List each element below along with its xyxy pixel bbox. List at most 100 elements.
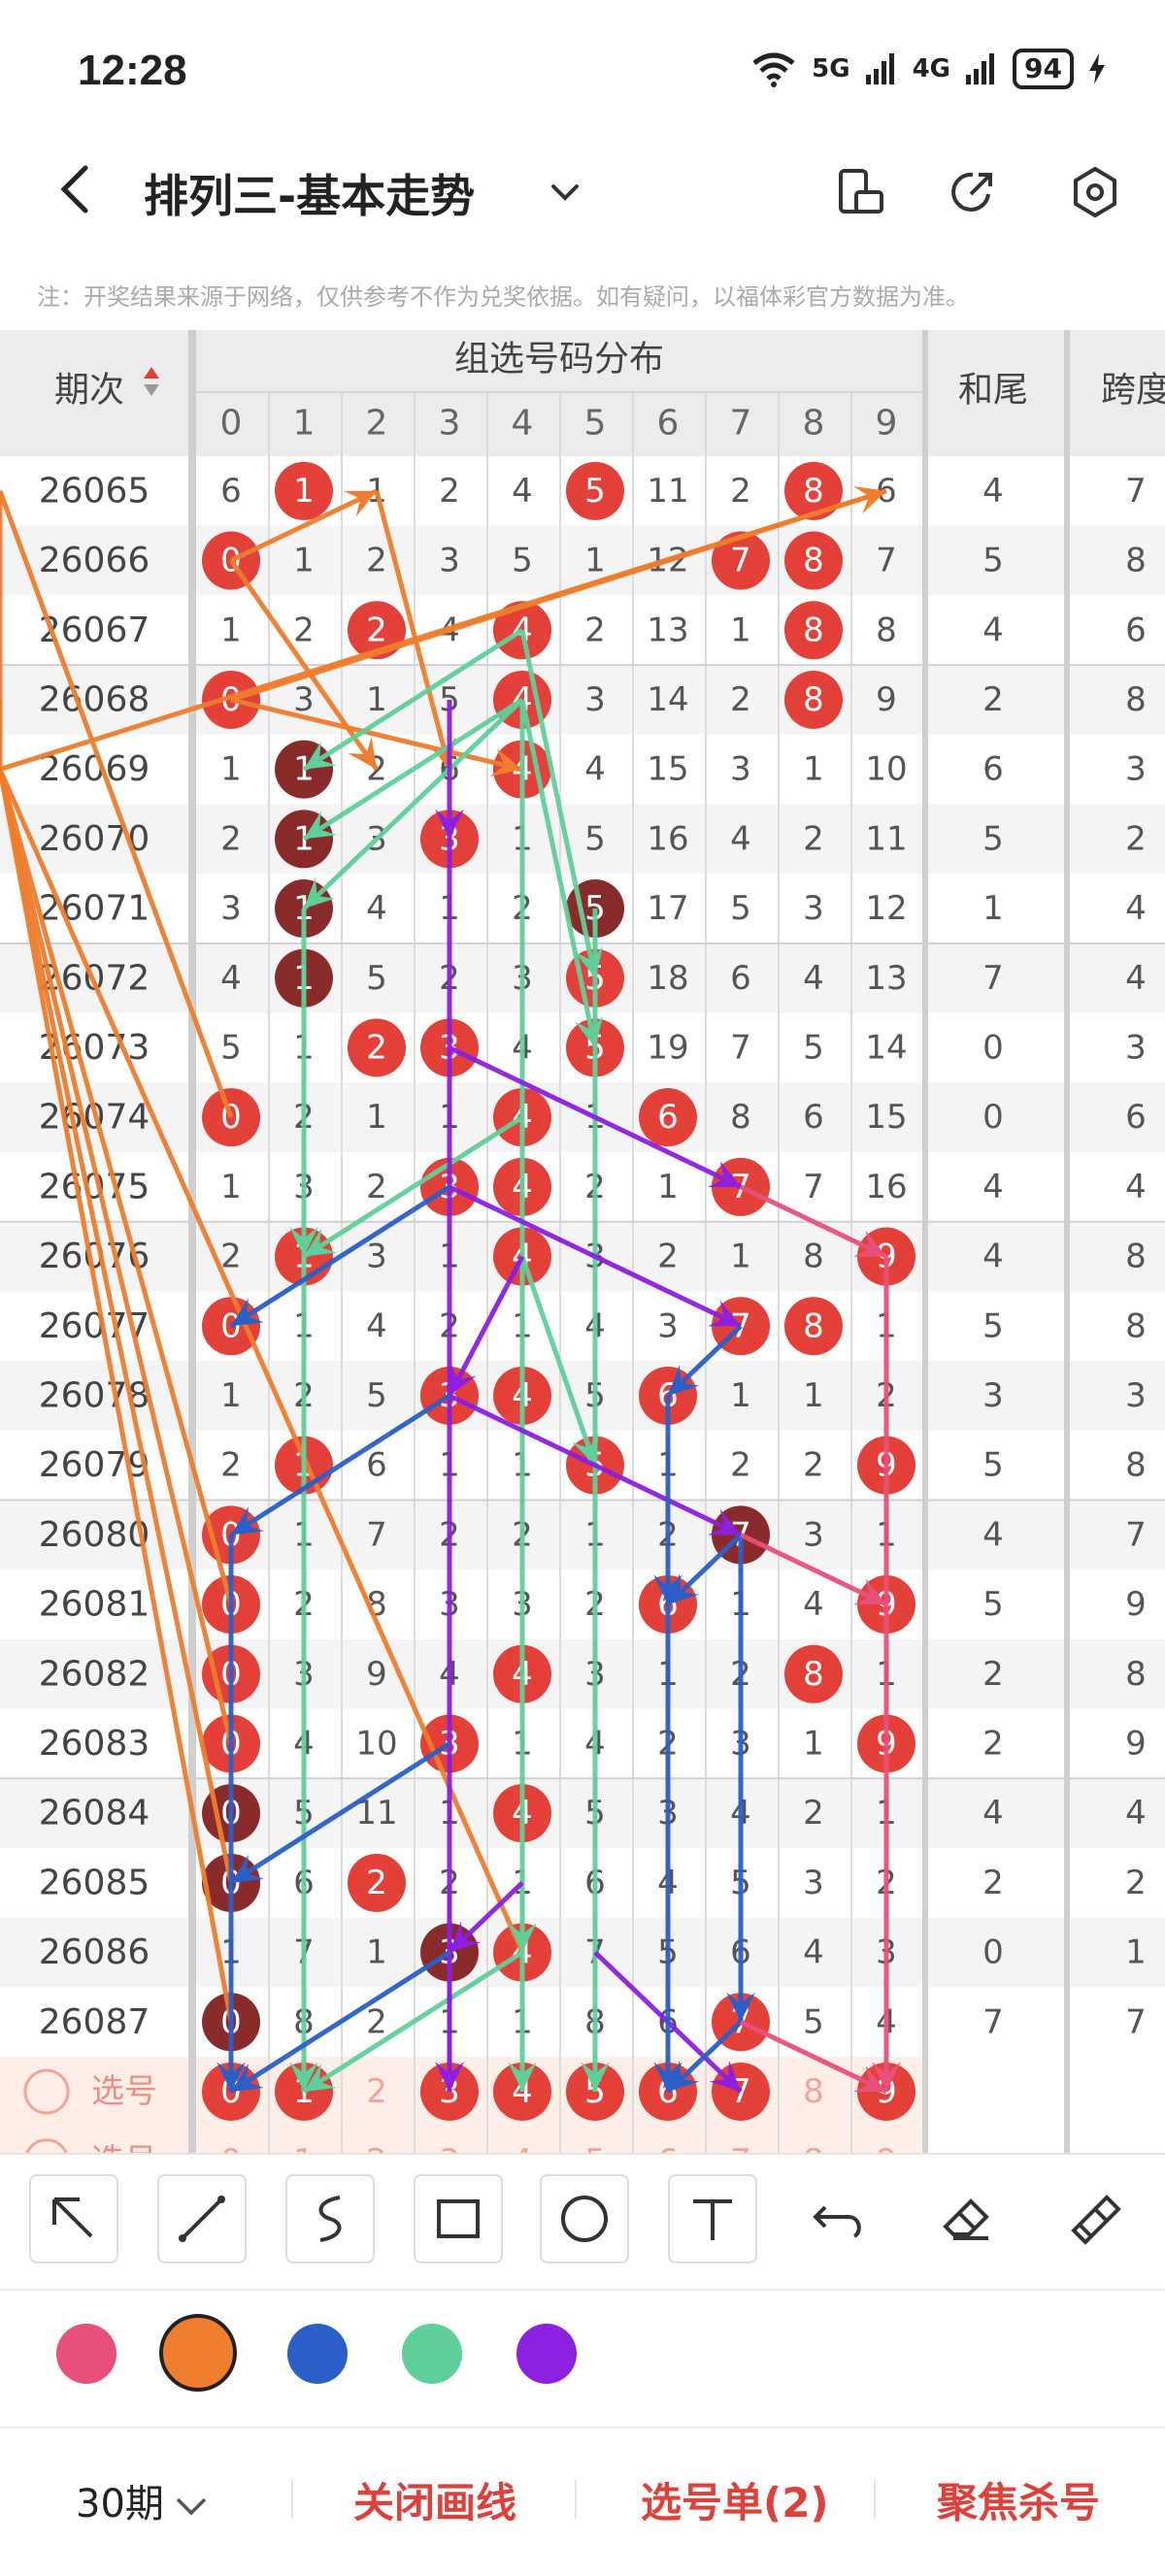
trend-arrow-line[interactable] [519, 699, 598, 1048]
color-blue-swatch[interactable] [287, 2324, 348, 2384]
sort-down-icon[interactable] [144, 384, 159, 396]
select-ball-empty[interactable]: 2 [366, 2072, 387, 2111]
trend-arrow-line[interactable] [448, 1184, 743, 1329]
select-ball-empty[interactable]: 8 [803, 2072, 824, 2111]
select-ball-empty[interactable]: 3 [439, 2142, 460, 2153]
trend-arrow-line[interactable] [229, 1393, 451, 1537]
select-ball-empty[interactable]: 8 [803, 2142, 824, 2153]
page-title[interactable]: 排列三-基本走势 [144, 170, 476, 222]
sort-up-icon[interactable] [144, 367, 159, 379]
select-ball-empty[interactable]: 2 [366, 2142, 387, 2153]
rectangle-tool-icon[interactable] [414, 2174, 503, 2263]
select-ball-empty[interactable]: 7 [730, 2142, 751, 2153]
chevron-down-icon [176, 2497, 207, 2516]
trend-arrow-head [872, 2062, 901, 2092]
trend-arrow-line[interactable] [230, 697, 523, 773]
sum-tail-cell: 7 [982, 2002, 1004, 2041]
miss-count-cell: 5 [584, 819, 606, 858]
hit-ball[interactable] [784, 601, 843, 660]
miss-count-cell: 19 [647, 1028, 688, 1067]
share-icon[interactable] [946, 165, 1000, 219]
curve-tool-icon[interactable] [285, 2174, 375, 2263]
trend-chart-grid[interactable]: 期次组选号码分布0123456789和尾跨度158078248048141315… [0, 330, 1165, 2153]
miss-count-cell: 5 [366, 959, 387, 998]
trend-arrow-line[interactable] [229, 488, 379, 563]
line-tool-icon[interactable] [157, 2174, 247, 2263]
trend-arrow-line[interactable] [519, 629, 598, 979]
hit-ball[interactable] [639, 1088, 697, 1147]
text-tool-icon[interactable] [668, 2174, 757, 2263]
select-ball-empty[interactable]: 4 [512, 2142, 533, 2153]
select-ball-empty[interactable]: 5 [584, 2142, 606, 2153]
trend-arrow-line[interactable] [302, 1950, 524, 2095]
select-ball-empty[interactable]: 6 [657, 2142, 679, 2153]
miss-count-cell: 1 [220, 1376, 242, 1415]
trend-arrow-line[interactable] [0, 769, 234, 1745]
span-cell: 7 [1125, 1515, 1147, 1554]
trend-arrow-line[interactable] [229, 1184, 451, 1329]
trend-arrow-line[interactable] [0, 769, 234, 1884]
trend-arrow-line[interactable] [739, 1184, 888, 1259]
period-column-header[interactable]: 期次 [54, 371, 124, 411]
hit-ball[interactable] [712, 531, 770, 590]
select-radio[interactable] [25, 2138, 68, 2153]
color-purple-swatch[interactable] [516, 2324, 577, 2384]
hit-ball[interactable] [784, 670, 843, 729]
hit-ball[interactable] [566, 461, 624, 520]
hit-ball[interactable] [784, 461, 843, 520]
trend-arrow-line[interactable] [519, 1255, 598, 1467]
select-ball-empty[interactable]: 1 [293, 2142, 315, 2153]
select-ball-empty[interactable]: 9 [876, 2142, 897, 2153]
trend-arrow-line[interactable] [302, 1115, 524, 1259]
device-rotate-icon[interactable] [833, 165, 887, 219]
clear-icon[interactable] [1052, 2174, 1138, 2260]
close-draw-button[interactable]: 关闭画线 [353, 2479, 517, 2526]
color-pink-swatch[interactable] [56, 2324, 116, 2384]
back-icon[interactable] [49, 160, 107, 218]
span-cell: 9 [1125, 1585, 1147, 1624]
selection-list-button[interactable]: 选号单(2) [641, 2479, 829, 2526]
select-radio[interactable] [23, 2068, 70, 2115]
hit-ball[interactable] [784, 531, 843, 590]
trend-arrow-line[interactable] [302, 698, 524, 910]
trend-arrow-line[interactable] [447, 1255, 525, 1398]
trend-arrow-line[interactable] [448, 1045, 743, 1190]
hit-ball-number: 1 [293, 750, 315, 789]
trend-arrow-line[interactable] [229, 1741, 451, 1885]
hit-ball-number: 6 [657, 1098, 679, 1137]
hit-ball-number: 7 [730, 542, 751, 580]
hit-ball[interactable] [348, 1018, 406, 1077]
trend-arrow-line[interactable] [302, 628, 524, 772]
trend-arrow-line[interactable] [302, 697, 524, 842]
hit-ball[interactable] [348, 1853, 406, 1912]
eraser-icon[interactable] [924, 2174, 1010, 2260]
circle-tool-icon[interactable] [540, 2174, 629, 2263]
undo-icon[interactable] [796, 2174, 882, 2260]
settings-icon[interactable] [1068, 165, 1122, 219]
trend-arrow-line[interactable] [0, 488, 887, 773]
select-ball-empty[interactable]: 0 [220, 2142, 242, 2153]
chevron-down-icon[interactable] [546, 173, 584, 212]
span-cell: 8 [1125, 542, 1147, 580]
hit-ball[interactable] [275, 461, 333, 520]
span-cell: 3 [1125, 1376, 1147, 1415]
color-orange-swatch[interactable] [159, 2314, 237, 2392]
trend-arrow-line[interactable] [0, 768, 234, 1605]
trend-arrow-line[interactable] [0, 769, 234, 2023]
hit-ball[interactable] [784, 1644, 843, 1703]
trend-grid-svg[interactable]: 期次组选号码分布0123456789和尾跨度158078248048141315… [0, 330, 1165, 2153]
trend-arrow-line[interactable] [739, 1533, 888, 1607]
trend-arrow-line[interactable] [739, 2019, 888, 2095]
trend-arrow-line[interactable] [0, 489, 234, 1119]
trend-arrow-line[interactable] [374, 490, 452, 771]
miss-count-cell: 5 [803, 1028, 824, 1067]
period-select[interactable]: 30期 [76, 2472, 211, 2528]
focus-kill-button[interactable]: 聚焦杀号 [937, 2479, 1101, 2526]
trend-arrow-line[interactable] [228, 559, 380, 772]
color-green-swatch[interactable] [402, 2324, 462, 2384]
trend-arrow-line[interactable] [229, 1950, 451, 2095]
miss-count-cell: 3 [803, 1515, 824, 1554]
trend-arrow-line[interactable] [448, 1393, 743, 1537]
arrow-tool-icon[interactable] [29, 2174, 118, 2263]
hit-ball[interactable] [784, 1297, 843, 1356]
